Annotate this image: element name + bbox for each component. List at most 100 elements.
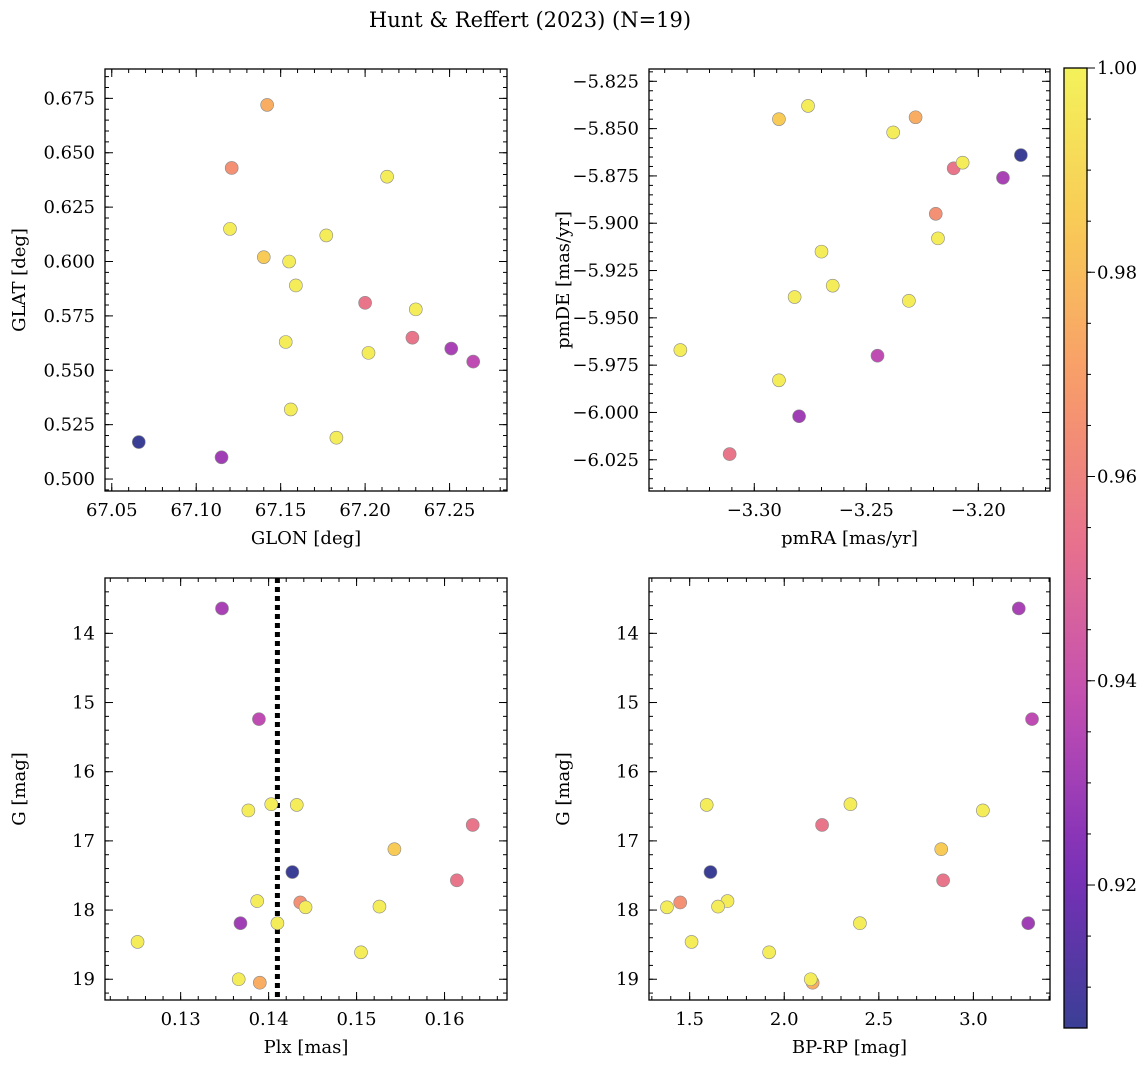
- y-tick-label: −6.000: [572, 402, 639, 423]
- data-point: [711, 899, 725, 914]
- data-point: [699, 798, 714, 812]
- x-tick-label: 67.25: [424, 500, 476, 521]
- y-tick-label: 18: [616, 900, 639, 921]
- data-point: [223, 222, 237, 236]
- data-point: [801, 99, 815, 113]
- data-point: [354, 945, 368, 960]
- data-point: [256, 250, 271, 264]
- data-point: [843, 797, 858, 812]
- y-tick-label: 17: [72, 831, 95, 852]
- data-point: [131, 435, 146, 449]
- data-point: [285, 865, 300, 879]
- x-tick-label: 1.5: [675, 1009, 704, 1030]
- data-point: [372, 899, 387, 914]
- axes-frame: [104, 577, 508, 1001]
- data-point: [329, 430, 344, 445]
- data-point: [361, 346, 376, 360]
- data-point: [319, 228, 334, 243]
- data-point: [908, 110, 923, 125]
- data-point: [215, 601, 229, 616]
- axes-frame: [648, 68, 1051, 492]
- data-point: [1014, 148, 1028, 162]
- data-point: [252, 712, 266, 726]
- data-point: [931, 231, 945, 246]
- y-axis-label: GLAT [deg]: [9, 228, 30, 332]
- colorbar-tick-label: 0.98: [1097, 262, 1137, 283]
- data-point: [289, 278, 303, 293]
- data-point: [450, 873, 464, 888]
- data-point: [660, 900, 674, 915]
- data-point: [405, 330, 420, 345]
- data-point: [803, 972, 818, 987]
- data-point: [1025, 712, 1039, 726]
- data-point: [814, 244, 829, 259]
- data-point: [886, 125, 900, 140]
- data-point: [408, 302, 423, 317]
- data-point: [902, 294, 916, 308]
- x-tick-label: 67.15: [255, 500, 307, 521]
- y-tick-label: 0.575: [43, 306, 95, 327]
- data-point: [673, 343, 688, 357]
- data-point: [278, 335, 293, 349]
- data-point: [996, 171, 1010, 185]
- y-tick-label: 0.625: [43, 197, 95, 218]
- data-point: [253, 975, 267, 990]
- y-tick-label: 16: [616, 762, 639, 783]
- y-tick-label: 14: [616, 623, 639, 644]
- y-tick-label: 18: [72, 900, 95, 921]
- y-tick-label: 15: [616, 693, 639, 714]
- data-point: [684, 935, 699, 949]
- y-tick-label: 0.600: [43, 252, 95, 273]
- parallax-panel: 0.13 0.14 0.15 0.16 14 15 16 17 18 19 Plx [mas] G […: [9, 577, 508, 1058]
- y-tick-label: −5.975: [572, 355, 639, 376]
- data-point: [289, 798, 304, 812]
- colorbar-gradient: [1064, 68, 1087, 1028]
- data-point: [853, 916, 867, 931]
- data-point: [762, 945, 776, 960]
- y-tick-label: 0.650: [43, 143, 95, 164]
- y-axis-label: pmDE [mas/yr]: [553, 211, 574, 349]
- x-axis-label: Plx [mas]: [264, 1037, 349, 1058]
- y-tick-label: −6.025: [572, 450, 639, 471]
- y-tick-label: 0.500: [43, 469, 95, 490]
- data-point: [815, 818, 829, 832]
- data-point: [283, 402, 298, 417]
- x-tick-label: 3.0: [959, 1009, 988, 1030]
- colorbar-tick-label: 0.92: [1097, 875, 1137, 896]
- y-tick-label: −5.850: [572, 119, 639, 140]
- data-point: [466, 354, 481, 369]
- data-point: [703, 865, 718, 879]
- data-point: [233, 916, 248, 931]
- data-point: [792, 409, 806, 424]
- data-point: [224, 161, 239, 175]
- x-tick-label: 67.20: [339, 500, 391, 521]
- x-axis-label: BP-RP [mag]: [792, 1037, 907, 1058]
- data-point: [282, 254, 296, 269]
- data-point: [214, 450, 229, 465]
- data-point: [260, 98, 274, 112]
- data-point: [298, 900, 313, 915]
- figure-title: Hunt & Reffert (2023) (N=19): [369, 8, 691, 32]
- y-axis-label: G [mag]: [553, 752, 574, 825]
- x-tick-label: 0.14: [249, 1009, 289, 1030]
- data-point: [825, 278, 840, 293]
- y-tick-label: 0.550: [43, 360, 95, 381]
- y-tick-label: −5.925: [572, 261, 639, 282]
- data-point: [387, 842, 402, 856]
- panels: 67.05 67.10 67.15 67.20 67.25 0.500 0.525 0.550…: [9, 68, 1051, 1058]
- y-tick-label: 14: [72, 623, 95, 644]
- x-axis-label: pmRA [mas/yr]: [781, 528, 918, 549]
- y-tick-label: 16: [72, 762, 95, 783]
- y-tick-label: 17: [616, 831, 639, 852]
- sky-panel: 67.05 67.10 67.15 67.20 67.25 0.500 0.525 0.550…: [9, 68, 508, 549]
- colorbar-frame: [1063, 67, 1088, 1029]
- data-point: [976, 803, 990, 818]
- data-point: [934, 842, 949, 856]
- y-tick-label: 19: [616, 969, 639, 990]
- data-point: [444, 341, 459, 356]
- data-point: [772, 112, 786, 126]
- x-tick-label: −3.25: [839, 500, 894, 521]
- data-point: [936, 873, 950, 888]
- x-tick-label: −3.20: [951, 500, 1006, 521]
